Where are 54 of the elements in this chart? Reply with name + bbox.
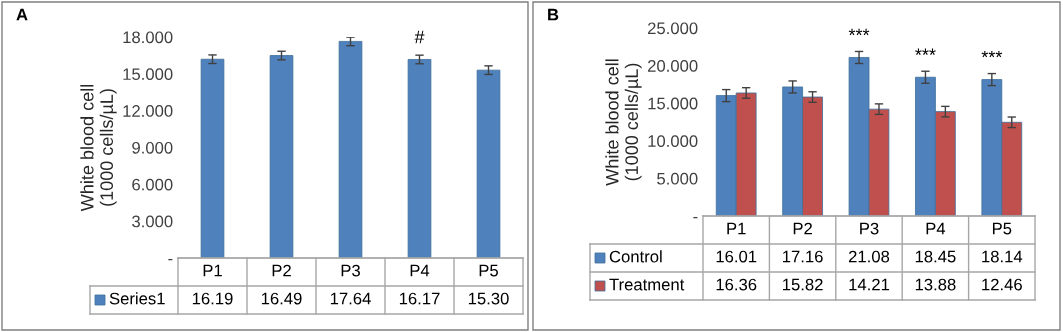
data-label: 14.21	[849, 278, 890, 291]
y-tick-label: 5.000	[657, 172, 698, 185]
x-tick-label: P2	[272, 264, 291, 277]
data-label: 18.14	[982, 250, 1023, 263]
y-tick-label: 9.000	[132, 141, 173, 154]
y-tick-label: -	[693, 216, 698, 219]
data-label: 13.88	[915, 278, 956, 291]
y-tick-label: 20.000	[648, 60, 698, 72]
x-tick-label: P3	[341, 264, 360, 277]
y-tick-label: 18.000	[123, 31, 173, 44]
data-label: 16.19	[192, 292, 233, 305]
bar	[338, 41, 363, 258]
data-label: 18.45	[915, 250, 956, 263]
data-label: 12.46	[982, 278, 1022, 291]
data-label: 17.16	[783, 250, 823, 263]
annotation: #	[414, 30, 425, 44]
data-label: 16.36	[716, 278, 757, 291]
y-tick-label: 6.000	[132, 178, 173, 191]
legend-label: Control	[609, 250, 662, 263]
y-tick-label: 15.000	[123, 68, 173, 81]
y-axis-title: White blood cell (1000 cells/µL)	[605, 59, 642, 186]
data-label: 21.08	[848, 250, 890, 263]
x-tick-label: P1	[203, 264, 222, 277]
y-axis-title: White blood cell (1000 cells/µL)	[80, 84, 117, 212]
text: A	[16, 8, 28, 21]
y-tick-label: 10.000	[648, 135, 698, 147]
data-label: 16.17	[399, 292, 440, 305]
x-tick-label: P4	[410, 264, 430, 277]
text: B	[548, 8, 559, 21]
y-tick-label: -	[168, 258, 173, 261]
legend-label: Treatment	[609, 278, 685, 291]
annotation: ***	[848, 28, 870, 36]
data-label: 15.82	[783, 278, 823, 291]
bar	[407, 59, 432, 258]
legend-label: Series1	[109, 292, 165, 305]
x-tick-label: P4	[926, 222, 946, 235]
bar	[476, 69, 501, 258]
data-label: 15.30	[468, 292, 509, 305]
data-label: 16.49	[261, 292, 302, 305]
bar	[269, 55, 294, 258]
x-tick-label: P5	[992, 222, 1012, 235]
annotation: ***	[981, 50, 1003, 58]
x-tick-label: P5	[479, 264, 498, 277]
x-tick-label: P2	[793, 222, 812, 235]
annotation: ***	[915, 48, 936, 55]
y-tick-label: 12.000	[123, 105, 173, 117]
x-tick-label: P1	[727, 222, 746, 235]
y-tick-label: 15.000	[648, 97, 698, 110]
data-label: 16.01	[716, 250, 757, 263]
data-label: 17.64	[330, 292, 371, 305]
y-tick-label: 3.000	[132, 215, 173, 228]
y-tick-label: 25.000	[648, 22, 698, 35]
x-tick-label: P3	[860, 222, 879, 235]
bar	[200, 58, 225, 258]
